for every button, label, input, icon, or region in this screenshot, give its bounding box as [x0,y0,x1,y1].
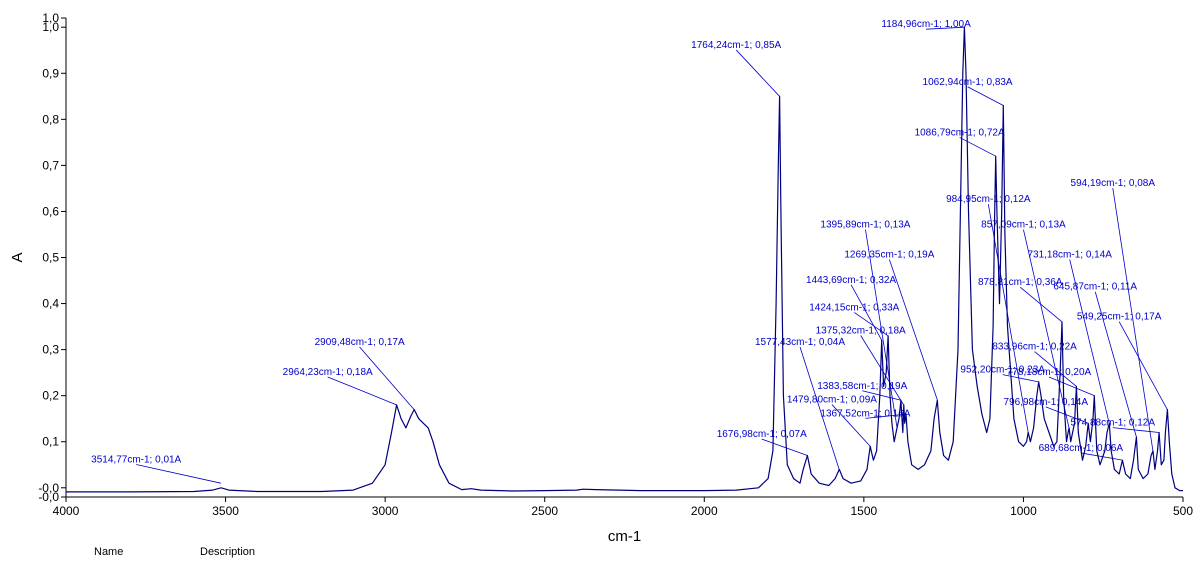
x-tick-label: 3500 [212,504,239,518]
annotation-leader-line [1023,229,1070,429]
annotation-leader-line [926,26,965,30]
peak-annotation-label: 984,95cm-1; 0,12A [946,194,1031,205]
peak-annotation-label: 1062,94cm-1; 0,83A [923,77,1013,88]
footer-name-label: Name [94,546,124,558]
peak-annotation-label: 594,19cm-1; 0,08A [1071,178,1156,189]
peak-annotation-label: 1375,32cm-1; 0,18A [816,325,906,336]
annotation-leader-line [359,346,415,410]
plot-area [66,26,1183,493]
peak-annotation-label: 2909,48cm-1; 0,17A [315,337,405,348]
peak-annotation-label: 1676,98cm-1; 0,07A [717,429,807,440]
annotation-leader-line [831,404,871,447]
annotation-leader-line [959,137,996,157]
annotation-leader-line [799,346,840,470]
peak-annotation-label: 878,81cm-1; 0,36A [978,277,1063,288]
peak-annotation-label: 1764,24cm-1; 0,85A [691,40,781,51]
peak-annotation-label: 1184,96cm-1; 1,00A [881,19,971,30]
peak-annotation-label: 1424,15cm-1; 0,33A [809,302,899,313]
annotation-leader-line [860,335,904,406]
x-tick-label: 1000 [1010,504,1037,518]
y-tick-label: 0,6 [42,204,59,218]
annotation-leader-line [862,390,902,401]
y-tick-label: 0,2 [42,389,59,403]
y-tick-label: 0,4 [42,297,59,311]
peak-annotation-label: 1577,43cm-1; 0,04A [755,337,845,348]
annotation-leader-line [1112,188,1154,452]
y-tick-label: 0,8 [42,112,59,126]
annotation-leader-line [1048,376,1095,397]
y-tick-label: 0,1 [42,435,59,449]
annotation-leader-line [850,284,883,341]
x-tick-label: 3000 [372,504,399,518]
annotation-leader-line [1019,286,1063,323]
peak-annotation-label: 1395,89cm-1; 0,13A [820,220,910,231]
peak-annotation-label: 1269,35cm-1; 0,19A [844,250,934,261]
x-tick-label: 1500 [851,504,878,518]
peak-annotation-label: 857,09cm-1; 0,13A [981,220,1066,231]
annotation-leader-line [889,259,938,401]
y-tick-label: 0,5 [42,251,59,265]
y-tick-label: 1,0 [42,20,59,34]
peak-annotation-label: 778,18cm-1; 0,20A [1007,367,1092,378]
annotation-leader-line [967,86,1004,106]
annotation-leader-line [1034,351,1077,387]
peak-annotation-label: 1086,79cm-1; 0,72A [915,127,1005,138]
peak-annotation-label: 3514,77cm-1; 0,01A [91,454,181,465]
y-tick-label: 0,3 [42,343,59,357]
y-tick-label: -0,0 [38,481,59,495]
annotation-leader-line [1002,374,1039,383]
peak-annotation-label: 833,96cm-1; 0,22A [992,342,1077,353]
peak-annotation-label: 1383,58cm-1; 0,19A [817,381,907,392]
annotation-leader-line [1118,321,1168,410]
x-tick-label: 500 [1173,504,1193,518]
peak-annotation-label: 731,18cm-1; 0,14A [1027,250,1112,261]
footer-description-label: Description [200,546,256,558]
axes: 4000 3500 3000 2500 2000 1500 1000 500 -0,0-0,0 0… [38,11,1193,518]
y-tick-label: 0,7 [42,158,59,172]
annotation-leader-line [1080,452,1123,461]
peak-annotation-label: 1479,80cm-1; 0,09A [787,395,877,406]
annotation-leader-line [987,204,1029,433]
peak-annotation-label: 952,20cm-1; 0,23A [960,365,1045,376]
annotation-leader-line [761,438,808,456]
annotation-leader-line [1045,406,1089,424]
y-tick-label: -0,0 [38,490,59,504]
peak-annotation-label: 549,25cm-1; 0,17A [1077,312,1162,323]
peak-annotation-label: 645,87cm-1; 0,11A [1053,282,1137,293]
y-tick-label: 0,9 [42,66,59,80]
y-axis-title: A [9,252,26,262]
annotation-leader-line [1094,291,1137,438]
spectrum-line [66,26,1183,493]
annotation-leader-line [865,229,898,428]
peak-annotation-label: 1443,69cm-1; 0,32A [806,275,896,286]
annotation-leader-line [735,49,780,97]
annotation-leader-line [1069,259,1110,424]
x-tick-label: 2500 [531,504,558,518]
peak-annotation-label: 796,98cm-1; 0,14A [1004,397,1089,408]
x-axis-title: cm-1 [608,528,641,545]
annotation-leader-line [1112,427,1160,433]
peak-annotation-label: 2964,23cm-1; 0,18A [283,367,373,378]
peak-annotations: 3514,77cm-1; 0,01A 2964,23cm-1; 0,18A 2909… [91,19,1168,484]
annotation-leader-line [327,376,397,406]
annotation-leader-line [136,464,221,484]
annotation-leader-line [854,312,889,337]
y-tick-label: 1,0 [42,11,59,25]
x-tick-label: 2000 [691,504,718,518]
peak-annotation-label: 574,88cm-1; 0,12A [1071,418,1156,429]
x-tick-label: 4000 [53,504,80,518]
peak-annotation-label: 1367,52cm-1; 0,16A [820,408,910,419]
